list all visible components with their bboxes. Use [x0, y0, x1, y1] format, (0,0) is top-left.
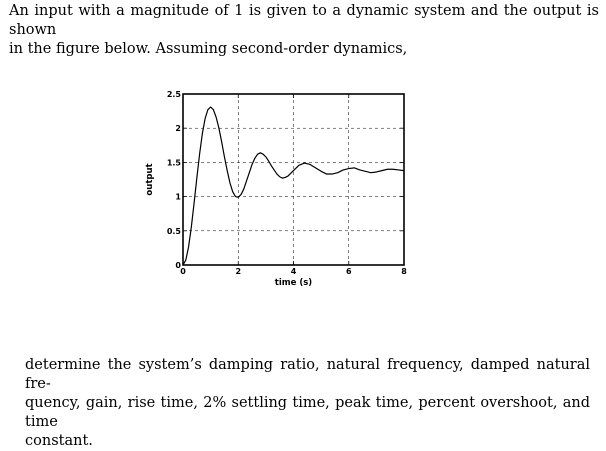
y-tick-label: 0.5 — [167, 227, 182, 236]
y-tick-label: 2 — [175, 124, 181, 133]
problem-intro: An input with a magnitude of 1 is given … — [9, 2, 599, 59]
problem-question: determine the system’s damping ratio, na… — [25, 356, 590, 451]
x-tick-label: 8 — [401, 267, 407, 276]
step-response-chart: 0 2 4 6 8 0 0.5 1 1.5 2 2.5 time (s) output — [145, 90, 407, 288]
question-line-2: quency, gain, rise time, 2% settling tim… — [25, 395, 590, 430]
y-tick-label: 2.5 — [167, 90, 182, 99]
x-tick-label: 0 — [180, 267, 186, 276]
plot-frame — [182, 93, 405, 266]
question-line-1: determine the system’s damping ratio, na… — [25, 357, 590, 392]
y-tick-label: 1.5 — [167, 158, 182, 167]
intro-line-1: An input with a magnitude of 1 is given … — [9, 3, 599, 38]
y-tick-label: 1 — [175, 193, 181, 202]
y-tick-label: 0 — [175, 261, 181, 270]
question-line-3: constant. — [25, 433, 93, 449]
chart-tick-labels: 0 2 4 6 8 0 0.5 1 1.5 2 2.5 — [167, 90, 407, 276]
chart-grid — [183, 94, 404, 265]
x-tick-label: 2 — [235, 267, 241, 276]
x-axis-label: time (s) — [275, 278, 313, 288]
series-line-output — [182, 106, 405, 266]
y-axis-label: output — [145, 163, 155, 195]
x-tick-label: 6 — [346, 267, 352, 276]
intro-line-2: in the figure below. Assuming second-ord… — [9, 41, 408, 57]
x-tick-label: 4 — [291, 267, 297, 276]
